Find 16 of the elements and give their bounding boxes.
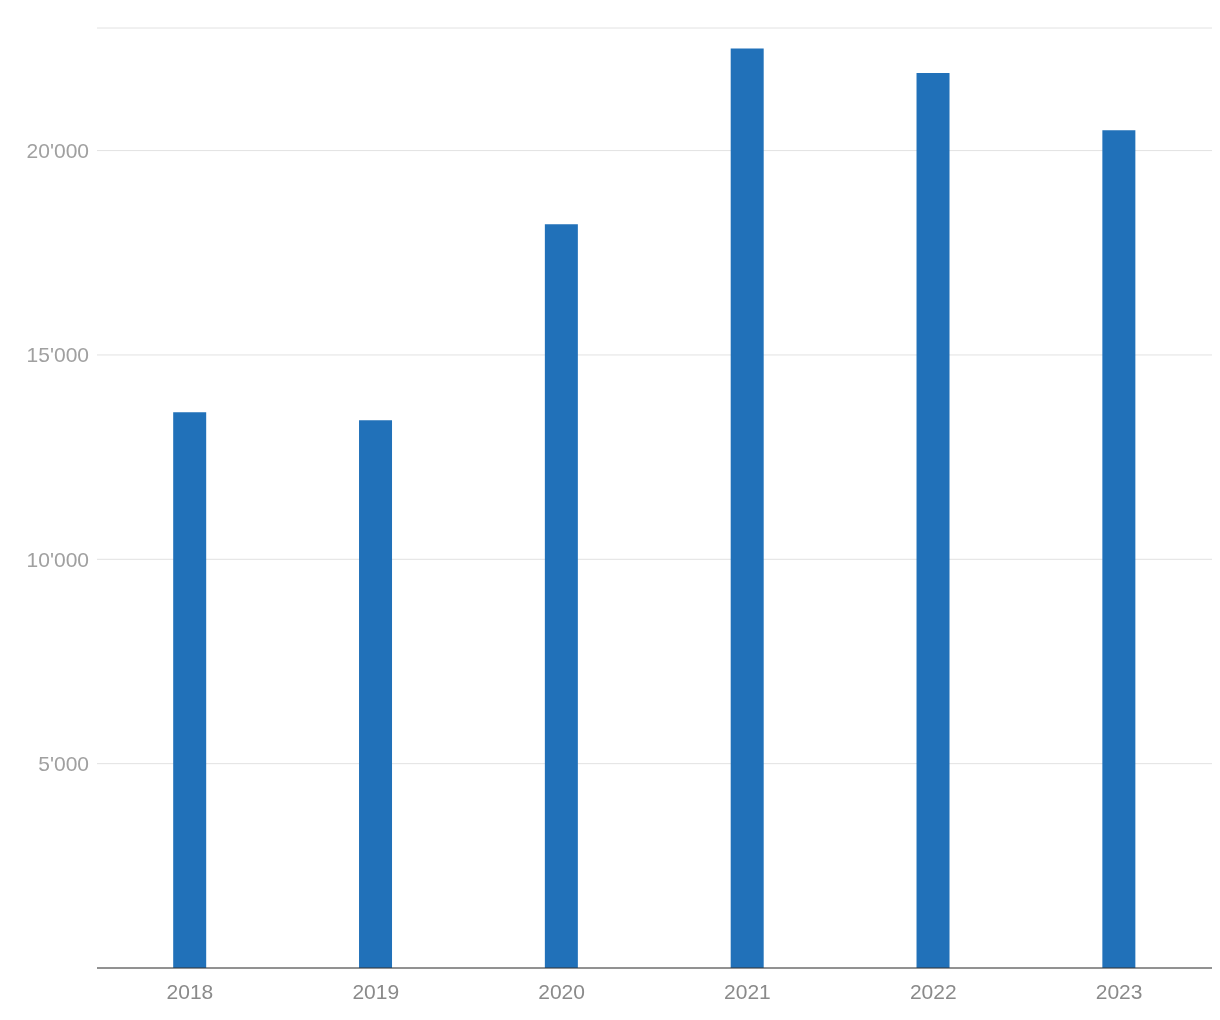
x-tick-label: 2021: [724, 979, 771, 1003]
y-tick-label: 5'000: [38, 752, 89, 776]
bar: [173, 412, 207, 968]
y-tick-label: 10'000: [26, 547, 89, 571]
x-tick-label: 2023: [1095, 979, 1143, 1003]
bar: [916, 72, 950, 968]
y-tick-label: 15'000: [26, 343, 89, 367]
bar: [359, 420, 393, 968]
bar: [544, 224, 578, 968]
bar: [1102, 130, 1136, 968]
bar: [730, 48, 764, 968]
x-tick-label: 2022: [909, 979, 957, 1003]
x-tick-label: 2019: [352, 979, 400, 1003]
x-tick-label: 2018: [166, 979, 214, 1003]
x-tick-label: 2020: [538, 979, 585, 1003]
y-tick-label: 20'000: [26, 139, 89, 163]
